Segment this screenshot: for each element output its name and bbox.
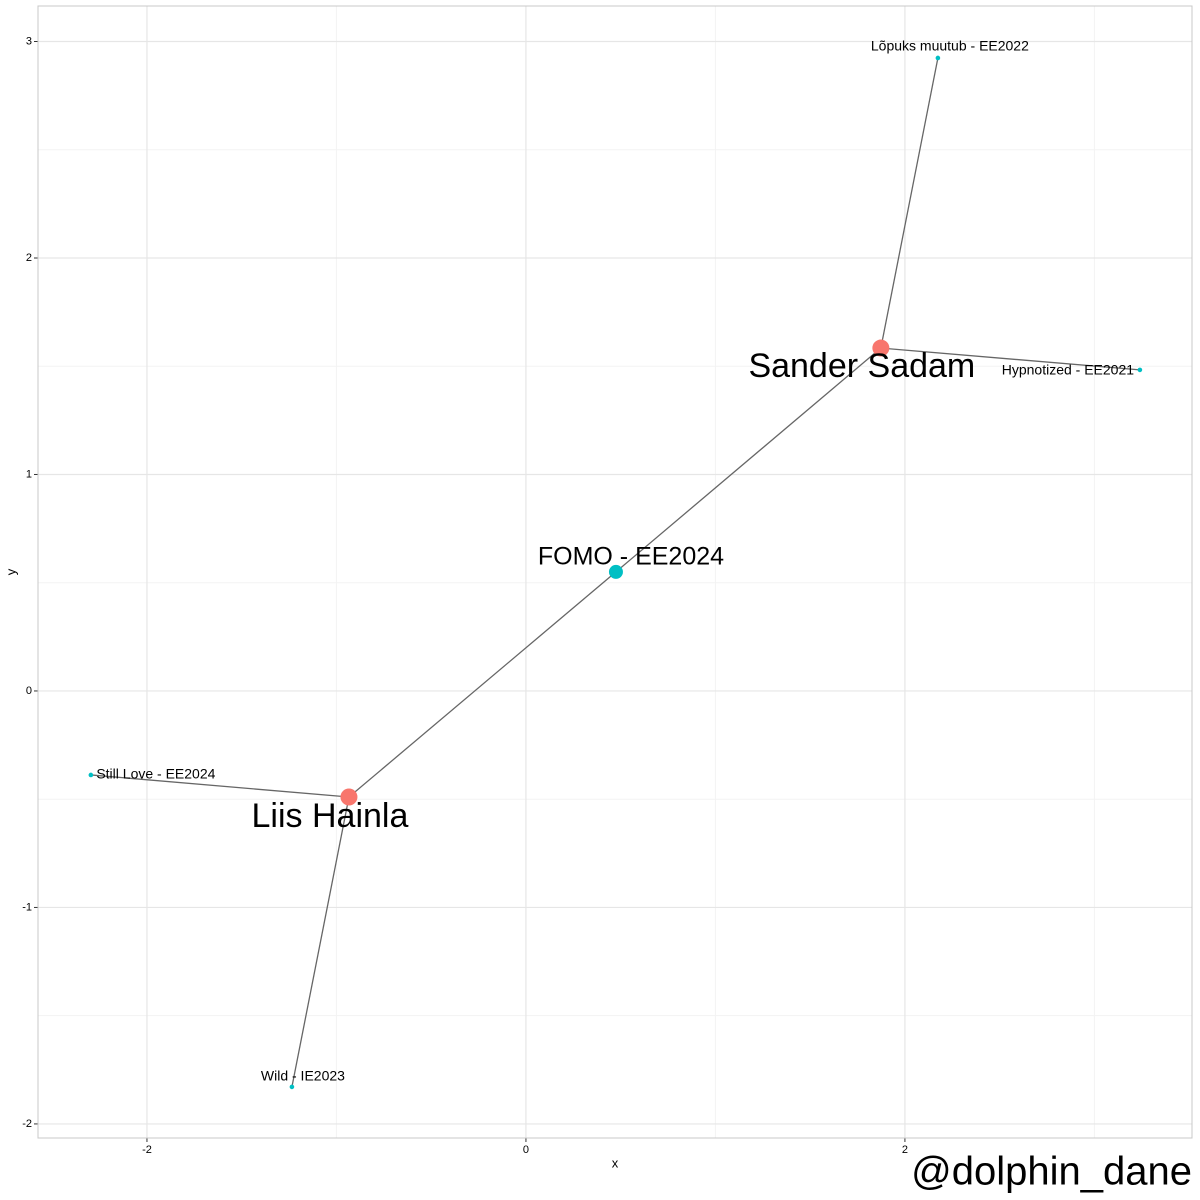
edge [880, 57, 939, 349]
y-tick-label: -1 [22, 901, 32, 913]
edge [291, 796, 350, 1088]
y-tick-label: 2 [26, 252, 32, 264]
y-tick-label: 1 [26, 468, 32, 480]
edge [90, 774, 350, 798]
y-tick-label: -2 [22, 1118, 32, 1130]
node [340, 788, 358, 806]
y-tick-label: 0 [26, 685, 32, 697]
y-axis-label: y [3, 568, 18, 575]
node-label: Sander Sadam [748, 347, 975, 385]
x-axis-label: x [612, 1155, 619, 1170]
edge [348, 571, 617, 798]
x-tick-label: -2 [142, 1144, 152, 1156]
node-label: Still Love - EE2024 [96, 766, 215, 782]
panel-border [37, 5, 1193, 1139]
node-label: FOMO - EE2024 [538, 543, 724, 571]
node [88, 772, 94, 778]
node [1137, 367, 1143, 373]
node [608, 564, 623, 579]
edge [615, 347, 882, 573]
node-label: Lõpuks muutub - EE2022 [871, 38, 1029, 54]
node-label: Liis Hainla [252, 797, 409, 835]
edge [880, 347, 1140, 371]
x-tick-label: 0 [523, 1144, 529, 1156]
node-label: Hypnotized - EE2021 [1002, 362, 1135, 378]
node [935, 55, 941, 61]
node [289, 1084, 295, 1090]
node-label: Wild - IE2023 [261, 1068, 345, 1084]
x-tick-label: 2 [902, 1144, 908, 1156]
y-tick-label: 3 [26, 35, 32, 47]
node [872, 339, 890, 357]
caption: @dolphin_dane [911, 1150, 1192, 1194]
